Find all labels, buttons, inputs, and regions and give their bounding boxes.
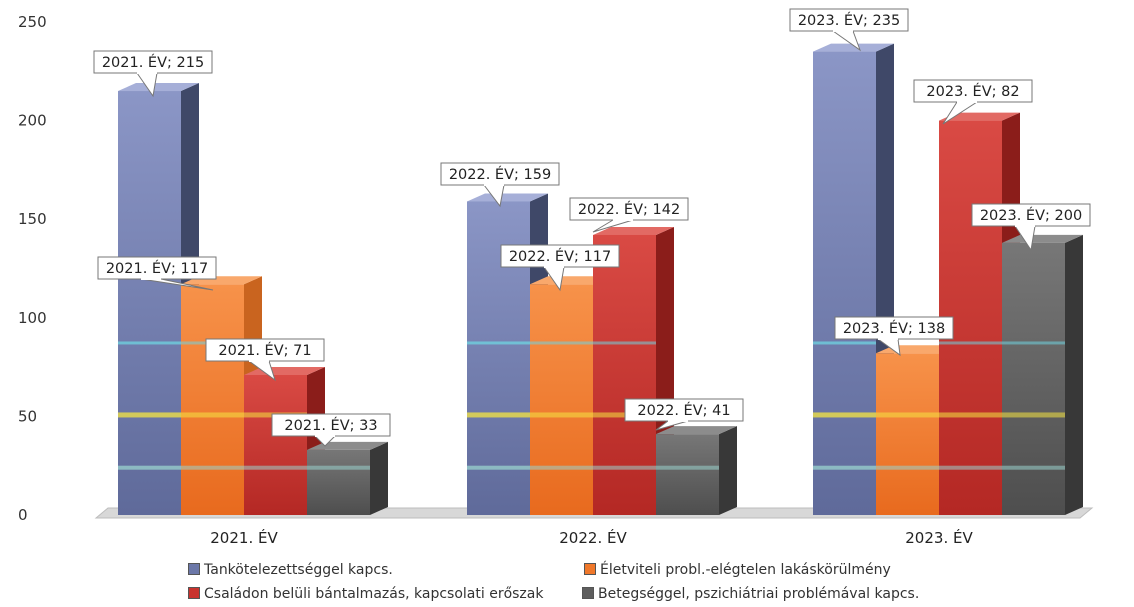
y-tick-label: 250 (18, 13, 47, 31)
bar (244, 366, 325, 515)
data-label: 2023. ÉV; 138 (834, 316, 954, 357)
svg-text:2023. ÉV; 200: 2023. ÉV; 200 (980, 207, 1082, 224)
y-tick-label: 100 (18, 309, 47, 327)
legend-swatch-series-2 (584, 563, 596, 575)
y-tick-label: 150 (18, 210, 47, 228)
x-tick-label: 2021. ÉV (210, 528, 278, 547)
svg-text:2022. ÉV; 142: 2022. ÉV; 142 (578, 201, 680, 218)
legend-item-betegseg: Betegséggel, pszichiátriai problémával k… (582, 582, 919, 606)
x-axis: 2021. ÉV 2022. ÉV 2023. ÉV (210, 528, 973, 547)
legend-label-series-4: Betegséggel, pszichiátriai problémával k… (598, 586, 920, 602)
svg-text:2021. ÉV; 215: 2021. ÉV; 215 (102, 54, 204, 71)
data-label: 2023. ÉV; 235 (789, 8, 909, 52)
data-label: 2022. ÉV; 142 (569, 197, 689, 233)
data-label: 2021. ÉV; 117 (97, 256, 217, 291)
svg-text:2022. ÉV; 159: 2022. ÉV; 159 (449, 166, 551, 183)
bar (656, 426, 737, 515)
data-labels: 2021. ÉV; 215 2022. ÉV; 159 2023. ÉV; 235 2… (93, 8, 1091, 447)
bar-chart: 0 50 100 150 200 250 2021. ÉV; 215 2022. ÉV; 1… (18, 8, 1094, 547)
data-label: 2021. ÉV; 71 (205, 338, 325, 382)
bar (307, 441, 388, 515)
svg-text:2021. ÉV; 33: 2021. ÉV; 33 (284, 417, 377, 434)
bars (118, 43, 1083, 516)
data-label: 2021. ÉV; 33 (271, 413, 391, 447)
data-label: 2023. ÉV; 82 (913, 79, 1033, 125)
svg-text:2022. ÉV; 41: 2022. ÉV; 41 (637, 402, 730, 419)
legend-label-series-3: Családon belüli bántalmazás, kapcsolati … (204, 586, 544, 602)
data-label: 2022. ÉV; 159 (440, 162, 560, 208)
svg-text:2021. ÉV; 71: 2021. ÉV; 71 (218, 342, 311, 359)
data-label: 2021. ÉV; 215 (93, 50, 213, 98)
y-tick-label: 200 (18, 112, 47, 130)
legend-swatch-series-4 (582, 587, 594, 599)
svg-text:2023. ÉV; 82: 2023. ÉV; 82 (926, 83, 1019, 100)
x-tick-label: 2022. ÉV (559, 528, 627, 547)
svg-text:2023. ÉV; 138: 2023. ÉV; 138 (843, 320, 945, 337)
x-tick-label: 2023. ÉV (905, 528, 973, 547)
data-label: 2023. ÉV; 200 (971, 203, 1091, 252)
y-tick-label: 50 (18, 407, 37, 425)
data-label: 2022. ÉV; 41 (624, 398, 744, 431)
legend-item-csaladon-beluli: Családon belüli bántalmazás, kapcsolati … (188, 582, 543, 606)
svg-text:2022. ÉV; 117: 2022. ÉV; 117 (509, 248, 611, 265)
legend-item-eletviteli: Életviteli probl.-elégtelen lakáskörülmé… (584, 558, 891, 582)
legend-item-tankotelezettseg: Tankötelezettséggel kapcs. (188, 558, 393, 582)
legend-label-series-1: Tankötelezettséggel kapcs. (204, 562, 393, 578)
bar (593, 226, 674, 515)
y-tick-label: 0 (18, 506, 28, 524)
svg-text:2021. ÉV; 117: 2021. ÉV; 117 (106, 260, 208, 277)
legend-swatch-series-1 (188, 563, 200, 575)
bar (1002, 234, 1083, 515)
legend-label-series-2: Életviteli probl.-elégtelen lakáskörülmé… (600, 562, 891, 578)
y-axis: 0 50 100 150 200 250 (18, 13, 47, 524)
svg-text:2023. ÉV; 235: 2023. ÉV; 235 (798, 12, 900, 29)
data-label: 2022. ÉV; 117 (500, 244, 620, 292)
legend-swatch-series-3 (188, 587, 200, 599)
